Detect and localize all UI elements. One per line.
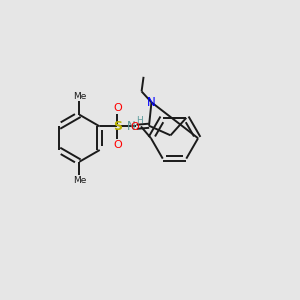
Text: H: H [136,116,143,125]
Text: Me: Me [73,176,86,185]
Text: O: O [113,140,122,150]
Text: O: O [130,122,139,132]
Text: N: N [147,96,156,109]
Text: O: O [113,103,122,113]
Text: S: S [113,120,122,133]
Text: Me: Me [73,92,86,100]
Text: N: N [127,120,135,133]
